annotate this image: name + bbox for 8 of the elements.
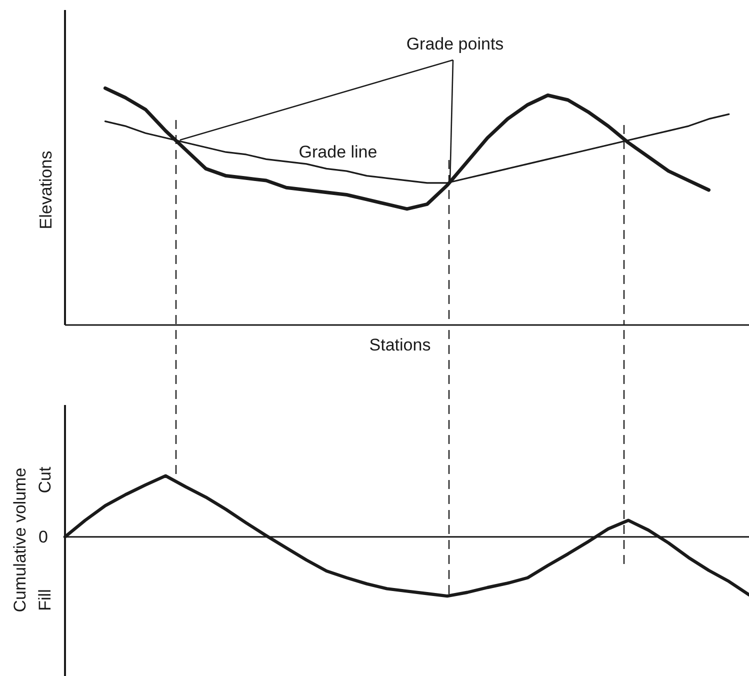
y-axis-title: Cumulative volume (10, 468, 30, 612)
text: 0 (38, 527, 48, 546)
annotation: Grade line (298, 142, 378, 162)
text: Fill (36, 589, 54, 611)
x-axis-title: Stations (369, 336, 431, 354)
text: Grade points (406, 34, 504, 54)
text: Cut (36, 466, 54, 494)
y-axis-title: Elevations (36, 150, 56, 230)
